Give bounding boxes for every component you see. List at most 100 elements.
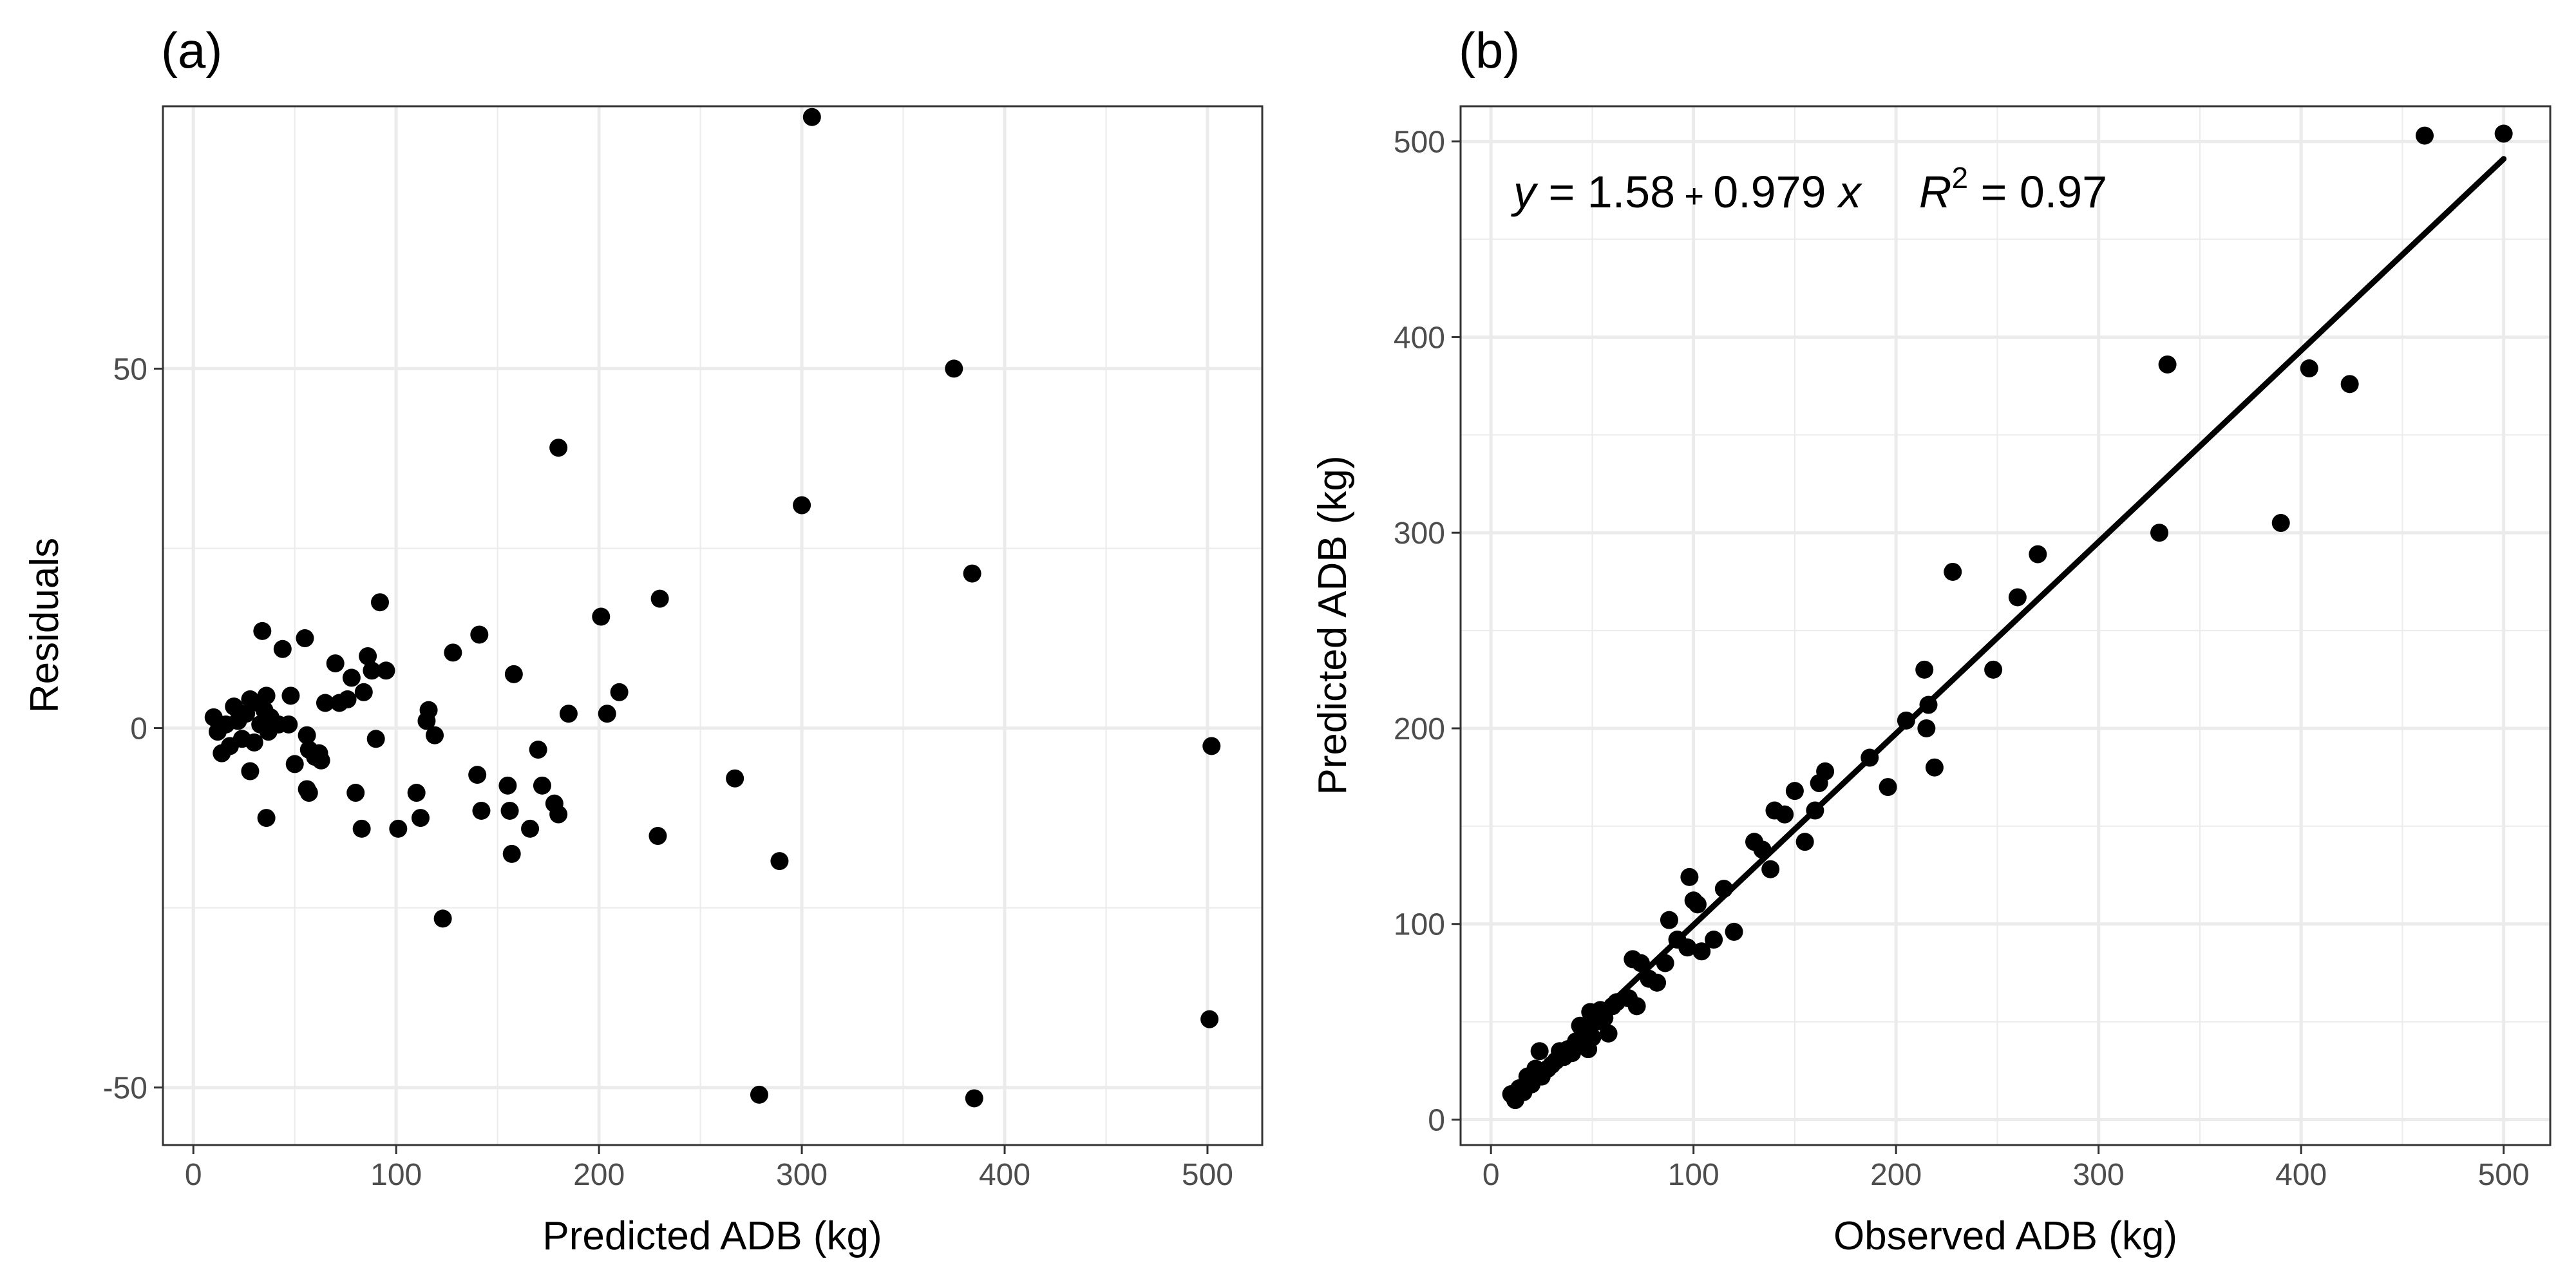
- data-point: [1599, 1024, 1618, 1043]
- panel-b-y-ticks: 0 100 200 300 400 500: [1394, 126, 1461, 1138]
- data-point: [1915, 660, 1934, 679]
- panel-a-frame: [162, 105, 1264, 1146]
- data-point: [316, 694, 334, 712]
- panel-a-y-ticks: -50 0 50: [103, 352, 163, 1106]
- data-point: [802, 108, 821, 126]
- regression-equation: y = 1.58 + 0.979 x R2 = 0.97: [1511, 161, 2107, 217]
- data-point: [610, 683, 629, 701]
- data-point: [963, 564, 981, 583]
- data-point: [945, 359, 963, 378]
- data-point: [2150, 524, 2169, 542]
- data-point: [312, 751, 330, 770]
- eq-r2-value: = 0.97: [1968, 167, 2107, 217]
- x-tick-label: 100: [1668, 1158, 1719, 1192]
- data-point: [1692, 942, 1711, 961]
- data-point: [1678, 938, 1697, 957]
- panel-a: (a) 0 100 200 300 400 500 -50 0 50 Predicted AD…: [23, 22, 1264, 1258]
- data-point: [1879, 778, 1897, 797]
- data-point: [1806, 801, 1824, 820]
- data-point: [1776, 805, 1794, 824]
- data-point: [359, 647, 377, 665]
- data-point: [389, 819, 408, 838]
- x-tick-label: 500: [1182, 1158, 1233, 1192]
- data-point: [245, 733, 263, 752]
- data-point: [965, 1089, 983, 1108]
- x-tick-label: 200: [573, 1158, 625, 1192]
- data-point: [241, 762, 260, 781]
- data-point: [285, 755, 304, 773]
- data-point: [281, 687, 300, 705]
- y-tick-label: 400: [1394, 321, 1445, 355]
- data-point: [1919, 696, 1938, 714]
- panel-a-label: (a): [161, 22, 222, 79]
- panel-a-plot-area: [163, 106, 1262, 1145]
- eq-r-symbol: R: [1919, 167, 1952, 217]
- data-point: [533, 776, 551, 795]
- data-point: [257, 687, 276, 705]
- data-point: [1705, 931, 1723, 949]
- data-point: [257, 809, 276, 828]
- data-point: [279, 715, 298, 734]
- data-point: [470, 625, 489, 644]
- data-point: [366, 730, 385, 748]
- eq-plus: +: [1675, 178, 1713, 215]
- x-tick-label: 400: [979, 1158, 1030, 1192]
- data-point: [472, 801, 491, 820]
- data-point: [354, 683, 373, 701]
- data-point: [650, 589, 669, 608]
- data-point: [298, 726, 316, 744]
- data-point: [411, 809, 430, 828]
- data-point: [559, 705, 578, 723]
- data-point: [2300, 359, 2318, 378]
- data-point: [529, 741, 547, 759]
- data-point: [1753, 840, 1772, 859]
- data-point: [2416, 126, 2434, 145]
- data-point: [498, 776, 517, 795]
- y-tick-label: 50: [113, 352, 147, 386]
- x-tick-label: 300: [2073, 1158, 2125, 1192]
- x-tick-label: 100: [370, 1158, 422, 1192]
- eq-y-symbol: y: [1511, 167, 1539, 217]
- data-point: [500, 801, 519, 820]
- data-point: [299, 784, 318, 802]
- data-point: [1200, 1010, 1219, 1028]
- data-point: [419, 701, 438, 719]
- data-point: [444, 643, 462, 662]
- panel-b-x-axis-title: Observed ADB (kg): [1833, 1214, 2177, 1258]
- data-point: [407, 784, 426, 802]
- data-point: [1688, 895, 1707, 914]
- data-point: [504, 665, 523, 683]
- x-tick-label: 0: [185, 1158, 202, 1192]
- data-point: [352, 819, 371, 838]
- data-point: [1202, 737, 1221, 755]
- data-point: [2271, 514, 2290, 533]
- x-tick-label: 300: [776, 1158, 828, 1192]
- panel-b: (b) 0 100 200 300 400 500 0 100 200 300 400 500 y …: [1311, 22, 2552, 1258]
- x-tick-label: 200: [1870, 1158, 1922, 1192]
- data-point: [1714, 880, 1733, 898]
- data-point: [338, 690, 357, 708]
- data-point: [370, 593, 389, 612]
- data-point: [1761, 860, 1780, 878]
- data-point: [253, 621, 272, 640]
- data-point: [2340, 375, 2359, 393]
- panel-a-x-axis-title: Predicted ADB (kg): [542, 1214, 882, 1258]
- eq-r-superscript: 2: [1951, 161, 1968, 194]
- data-point: [649, 827, 667, 846]
- data-point: [433, 909, 452, 928]
- y-tick-label: 0: [1428, 1104, 1445, 1138]
- data-point: [726, 769, 744, 788]
- data-point: [2158, 355, 2177, 374]
- panel-b-label: (b): [1459, 22, 1520, 79]
- data-point: [237, 705, 256, 723]
- data-point: [273, 639, 292, 658]
- y-tick-label: 200: [1394, 712, 1445, 746]
- data-point: [598, 705, 616, 723]
- data-point: [770, 852, 789, 871]
- data-point: [1627, 997, 1646, 1016]
- eq-x-symbol: x: [1837, 167, 1863, 217]
- data-point: [2494, 124, 2513, 143]
- x-tick-label: 0: [1482, 1158, 1500, 1192]
- data-point: [346, 784, 365, 802]
- data-point: [1917, 719, 1936, 737]
